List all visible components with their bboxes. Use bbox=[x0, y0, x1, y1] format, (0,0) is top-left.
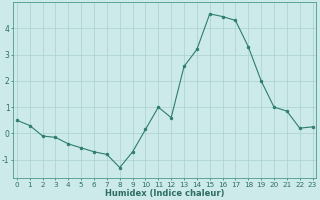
X-axis label: Humidex (Indice chaleur): Humidex (Indice chaleur) bbox=[105, 189, 225, 198]
